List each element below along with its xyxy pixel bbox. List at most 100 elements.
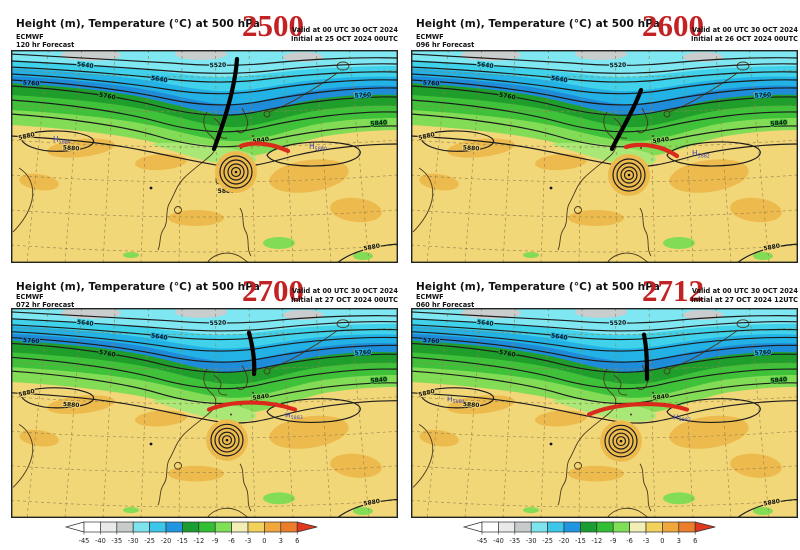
contour-label: 5640 [550,75,568,84]
contour-label: 5840 [770,119,787,128]
model-label: ECMWF [16,33,44,41]
cool-green-patch [353,507,373,516]
height-contour [736,243,798,263]
contour-label: 5640 [76,61,93,70]
weather-map: 5520 5640 5640 5760 5760 5760 5840 5840 5880 5880… [411,50,798,263]
forecast-hour-label: 096 hr Forecast [416,41,475,49]
colorbar-tick-label: 3 [279,537,283,545]
parallel-grid-line [411,244,798,253]
colorbar-tick-label: -40 [493,537,504,545]
annotation-red-line [623,142,680,159]
parallel-grid-line [11,499,398,508]
colorbar-tick-label: -35 [111,537,122,545]
height-contour [11,99,398,133]
height-contour [666,398,761,423]
coastline-kyushu [663,110,671,118]
forecast-hour-label: 060 hr Forecast [416,301,475,309]
parallel-grid-line [411,104,798,113]
coastline [157,111,217,251]
colorbar-segment [563,521,581,533]
cold-gray-patch [575,50,627,60]
high-center-label: H5884 [53,135,71,146]
model-label: ECMWF [416,293,444,301]
cool-green-patch [263,492,295,505]
height-contour [11,324,398,341]
coastline-islet [630,413,632,416]
cold-gray-patch [575,308,627,318]
typhoon-contour-ring [214,427,240,453]
coastline [636,107,648,134]
coastline [213,374,228,396]
cold-gray-patch [61,308,121,319]
typhoon-contour-ring [616,162,642,188]
panel-header: Height (m), Temperature (°C) at 500 hPa … [11,10,398,50]
parallel-grid-line [11,327,398,335]
height-contour [11,370,398,404]
forecast-panel-1: Height (m), Temperature (°C) at 500 hPa … [11,10,398,263]
initial-time: Initial at 27 OCT 2024 12UTC [691,296,798,305]
cool-green-patch [263,237,295,249]
coastline-islet [640,147,642,149]
cold-gray-patch [61,50,121,61]
colorbar-segment [481,521,499,533]
temperature-colorbar: -45 -40 -35 -30 -25 -20 -15 -12 -9 -6 -3 0 3 6 [64,521,318,545]
height-contour [11,356,398,390]
forecast-panel-2: Height (m), Temperature (°C) at 500 hPa … [411,10,798,263]
coastline-islet [652,391,654,394]
height-contour [11,66,398,83]
parallel-grid-line [411,327,798,335]
typhoon-center [627,173,631,177]
colorbar-segment [182,521,200,533]
high-center-label: H5883 [285,410,303,421]
validity-block: Valid at 00 UTC 30 OCT 2024 Initial at 2… [291,26,398,44]
colorbar-tick-label: -12 [193,537,204,545]
coastline [12,167,34,233]
panel-header: Height (m), Temperature (°C) at 500 hPa … [411,275,798,309]
colorbar-tick-label: -6 [228,537,235,545]
colorbar-tick-label: -3 [643,537,650,545]
colorbar-tick-label: -20 [161,537,172,545]
initial-time: Initial at 25 OCT 2024 00UTC [291,35,398,44]
coastline-hainan [174,206,182,214]
annotation-red-line [206,400,298,412]
typhoon-contour-ring [623,169,635,181]
coastline-kyushu [263,110,271,118]
temperature-colorbar: -45 -40 -35 -30 -25 -20 -15 -12 -9 -6 -3 0 3 6 [462,521,716,545]
contour-label: 5880 [363,498,381,508]
height-contour [411,53,798,66]
parallel-grid-line [411,174,798,183]
contour-label: 5760 [498,92,516,102]
parallel-grid-line [411,69,798,78]
parallel-grid-line [411,465,798,473]
parallel-grid-line [11,361,398,370]
forecast-hour-label: 120 hr Forecast [16,41,75,49]
colorbar-segment [116,521,134,533]
typhoon-contour-ring [620,166,638,184]
panel-title: Height (m), Temperature (°C) at 500 hPa [416,281,660,293]
contour-label: 5840 [652,393,669,402]
colorbar-right-arrow [694,521,716,533]
contour-label: 5880 [463,401,480,409]
contour-label: 5640 [476,319,493,328]
initial-time: Initial at 27 OCT 2024 00UTC [291,296,398,305]
contour-label: 5640 [550,333,567,342]
parallel-grid-line [411,139,798,148]
height-contour [266,141,361,167]
colorbar-tick-label: 6 [295,537,299,545]
coastline-hainan [574,461,582,470]
map-frame [411,308,798,518]
contour-label: 5760 [754,91,771,99]
colorbar-tick-label: -45 [477,537,488,545]
warm-anomaly-patch [168,210,224,226]
coastline [239,207,252,257]
coastline [557,111,617,251]
annotation-number: 2500 [242,8,304,43]
weather-map: 5520 5640 5640 5760 5760 5760 5840 5840 5880 5880… [411,308,798,518]
warm-anomaly-patch [135,410,187,427]
height-contour [411,331,798,352]
coastline-hokkaido [336,319,350,329]
typhoon-contour-ring [218,431,236,449]
coastline-kyushu [663,367,671,375]
coastline-hokkaido [736,61,750,71]
